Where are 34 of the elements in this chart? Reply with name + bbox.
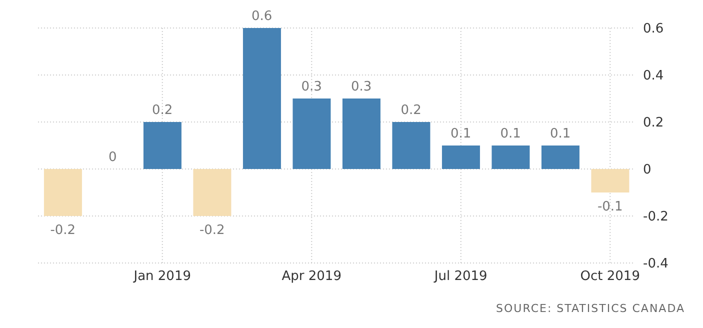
y-tick-label: 0.6 xyxy=(643,22,664,37)
bar xyxy=(591,169,630,192)
bar xyxy=(342,98,380,169)
data-label: 0.3 xyxy=(351,80,372,94)
data-label: 0.1 xyxy=(550,126,571,142)
bar xyxy=(143,122,182,169)
y-tick-label: 0.2 xyxy=(643,116,664,131)
data-label: 0.6 xyxy=(252,9,272,24)
bar xyxy=(242,28,281,169)
data-label: -0.2 xyxy=(199,223,225,238)
y-tick-label: 0.4 xyxy=(643,68,664,84)
x-tick-label: Jul 2019 xyxy=(433,269,488,284)
data-label: 0.1 xyxy=(450,126,472,142)
data-label: 0.3 xyxy=(301,80,322,94)
y-tick-label: 0 xyxy=(643,162,652,178)
bar xyxy=(541,146,580,169)
bar xyxy=(193,169,232,216)
data-label: 0.2 xyxy=(152,103,173,118)
x-tick-label: Oct 2019 xyxy=(580,269,640,284)
x-tick-label: Apr 2019 xyxy=(282,269,342,284)
bar xyxy=(392,122,430,169)
bar xyxy=(44,169,82,216)
data-label: -0.1 xyxy=(597,200,623,214)
x-tick-label: Jan 2019 xyxy=(132,269,192,284)
data-label: 0 xyxy=(108,150,117,165)
bar xyxy=(492,146,530,169)
data-label: 0.2 xyxy=(400,103,422,118)
data-label: -0.2 xyxy=(50,223,76,238)
bar xyxy=(292,98,331,169)
y-tick-label: -0.4 xyxy=(643,256,668,272)
data-label: 0.1 xyxy=(500,126,521,142)
source-note: SOURCE: STATISTICS CANADA xyxy=(495,302,686,315)
y-tick-label: -0.2 xyxy=(643,210,668,225)
bar xyxy=(442,146,480,169)
